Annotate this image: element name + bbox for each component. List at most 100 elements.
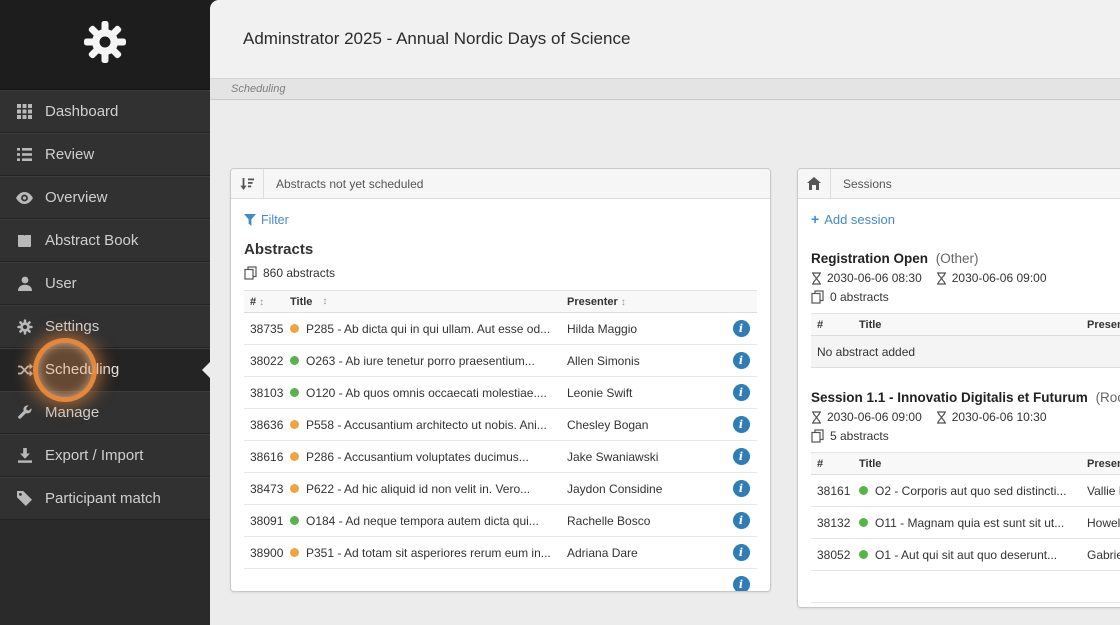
sidebar-item-label: User xyxy=(45,275,77,292)
breadcrumb: Scheduling xyxy=(210,78,1120,100)
wrench-icon xyxy=(15,405,34,420)
book-icon xyxy=(15,234,34,248)
session-table: # Title Presenter 38161 O2 - Corporis au… xyxy=(811,452,1120,603)
sort-amount-icon xyxy=(231,169,264,198)
sidebar-item-export-import[interactable]: Export / Import xyxy=(0,434,210,477)
session-abstract-count: 0 abstracts xyxy=(811,290,1120,304)
abstract-row[interactable]: 38473 P622 - Ad hic aliquid id non velit… xyxy=(244,473,757,505)
abstract-row[interactable]: 38735 P285 - Ab dicta qui in qui ullam. … xyxy=(244,313,757,345)
abstract-presenter: Jaydon Considine xyxy=(567,481,663,496)
abstract-title-cell: O11 - Magnam quia est sunt sit ut... xyxy=(859,516,1087,530)
column-header-presenter: Presenter xyxy=(1087,457,1120,470)
abstract-row[interactable]: 38103 O120 - Ab quos omnis occaecati mol… xyxy=(244,377,757,409)
session-abstract-row[interactable]: 38161 O2 - Corporis aut quo sed distinct… xyxy=(811,475,1120,507)
abstracts-table: # Title Presenter 38735 P285 - Ab dicta … xyxy=(244,290,757,591)
abstract-title: O2 - Corporis aut quo sed distincti... xyxy=(875,483,1067,498)
sidebar-item-participant-match[interactable]: Participant match xyxy=(0,477,210,520)
sidebar-item-user[interactable]: User xyxy=(0,262,210,305)
abstract-row[interactable]: 38616 P286 - Accusantium voluptates duci… xyxy=(244,441,757,473)
session-type: (Other) xyxy=(935,251,979,266)
abstract-id: 38022 xyxy=(250,353,284,368)
info-icon[interactable] xyxy=(732,416,750,433)
page-title: Adminstrator 2025 - Annual Nordic Days o… xyxy=(243,29,631,48)
sort-arrows-icon xyxy=(621,297,626,308)
dashboard-icon xyxy=(15,104,34,119)
abstract-id: 38735 xyxy=(250,321,284,336)
abstracts-panel-title: Abstracts not yet scheduled xyxy=(276,176,424,191)
abstract-title: O263 - Ab iure tenetur porro praesentium… xyxy=(306,353,535,368)
abstract-presenter: Vallie M xyxy=(1087,483,1120,498)
session-end: 2030-06-06 09:00 xyxy=(951,271,1047,285)
column-header-presenter[interactable]: Presenter xyxy=(567,296,725,308)
status-dot xyxy=(290,484,299,493)
info-cell xyxy=(725,352,757,369)
abstract-title: P622 - Ad hic aliquid id non velit in. V… xyxy=(306,481,531,496)
abstracts-panel-body: Filter Abstracts 860 abstracts # Title P… xyxy=(231,199,770,591)
abstract-row[interactable]: 38900 P351 - Ad totam sit asperiores rer… xyxy=(244,537,757,569)
session-title: Registration Open (Other) xyxy=(811,251,1120,266)
copy-pages-icon xyxy=(244,266,257,280)
sidebar-item-overview[interactable]: Overview xyxy=(0,176,210,219)
abstract-title-cell: O2 - Corporis aut quo sed distincti... xyxy=(859,484,1087,498)
column-header-title[interactable]: Title xyxy=(290,296,567,308)
info-icon[interactable] xyxy=(732,576,750,591)
filter-button[interactable]: Filter xyxy=(244,213,289,227)
hourglass-icon xyxy=(936,410,947,424)
empty-row: No abstract added xyxy=(811,336,1120,368)
session-table-header: # Title Presenter xyxy=(811,452,1120,475)
abstracts-heading: Abstracts xyxy=(244,241,314,258)
sidebar-item-label: Overview xyxy=(45,189,108,206)
abstract-row[interactable]: 38091 O184 - Ad neque tempora autem dict… xyxy=(244,505,757,537)
column-header-id[interactable]: # xyxy=(244,296,290,308)
abstract-title: P286 - Accusantium voluptates ducimus... xyxy=(306,449,529,464)
abstract-row[interactable]: 38636 P558 - Accusantium architecto ut n… xyxy=(244,409,757,441)
sessions-panel-header: Sessions xyxy=(798,169,1120,199)
sidebar-item-review[interactable]: Review xyxy=(0,133,210,176)
add-session-button[interactable]: Add session xyxy=(811,211,895,227)
abstract-id: 38091 xyxy=(250,513,284,528)
copy-pages-icon xyxy=(811,290,824,304)
session-type: (Room xyxy=(1095,390,1120,405)
session-abstract-row[interactable]: 38132 O11 - Magnam quia est sunt sit ut.… xyxy=(811,507,1120,539)
info-icon[interactable] xyxy=(732,512,750,529)
session-table: # Title Presenter No abstract added xyxy=(811,313,1120,368)
session-abstract-row[interactable]: 38052 O1 - Aut qui sit aut quo deserunt.… xyxy=(811,539,1120,571)
info-icon[interactable] xyxy=(732,480,750,497)
info-icon[interactable] xyxy=(732,384,750,401)
abstract-row-partial[interactable] xyxy=(244,569,757,591)
abstract-presenter: Allen Simonis xyxy=(567,353,640,368)
sidebar-item-label: Dashboard xyxy=(45,103,119,120)
sessions-panel-body: Add session Registration Open (Other) 20… xyxy=(798,199,1120,607)
status-dot xyxy=(290,388,299,397)
info-cell xyxy=(725,384,757,401)
app-logo xyxy=(0,0,210,90)
tag-icon xyxy=(15,491,34,506)
sidebar-item-label: Review xyxy=(45,146,95,163)
abstract-row[interactable]: 38022 O263 - Ab iure tenetur porro praes… xyxy=(244,345,757,377)
session-abstract-row-partial[interactable] xyxy=(811,571,1120,603)
sessions-panel: Sessions Add session Registration Open (… xyxy=(797,168,1120,608)
info-icon[interactable] xyxy=(732,352,750,369)
sidebar-item-dashboard[interactable]: Dashboard xyxy=(0,90,210,133)
abstract-presenter: Jake Swaniawski xyxy=(567,449,659,464)
sidebar: Dashboard Review Overview Abstra xyxy=(0,0,210,625)
download-icon xyxy=(15,448,34,463)
info-icon[interactable] xyxy=(732,544,750,561)
sidebar-item-manage[interactable]: Manage xyxy=(0,391,210,434)
status-dot xyxy=(859,550,868,559)
abstract-presenter: Howell xyxy=(1087,515,1120,530)
abstract-title-cell: O120 - Ab quos omnis occaecati molestiae… xyxy=(290,386,567,400)
main-content: Adminstrator 2025 - Annual Nordic Days o… xyxy=(210,0,1120,625)
eye-icon xyxy=(15,191,34,204)
sort-arrows-icon xyxy=(322,296,327,307)
sidebar-item-scheduling[interactable]: Scheduling xyxy=(0,348,210,391)
sidebar-item-abstract-book[interactable]: Abstract Book xyxy=(0,219,210,262)
sidebar-item-settings[interactable]: Settings xyxy=(0,305,210,348)
hourglass-icon xyxy=(811,410,822,424)
info-cell xyxy=(725,320,757,337)
review-list-icon xyxy=(15,147,34,162)
status-dot xyxy=(290,452,299,461)
info-icon[interactable] xyxy=(732,448,750,465)
info-icon[interactable] xyxy=(732,320,750,337)
abstract-presenter: Gabriel xyxy=(1087,547,1120,562)
